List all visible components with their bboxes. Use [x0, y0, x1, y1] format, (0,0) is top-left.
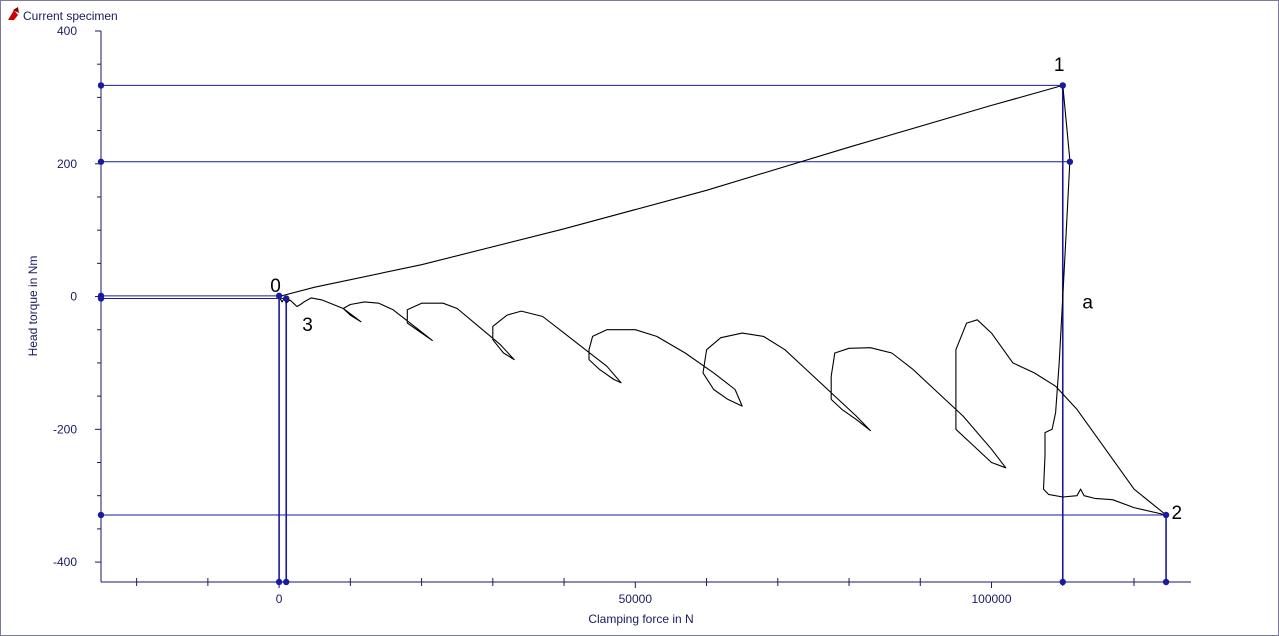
- legend[interactable]: Current specimen: [8, 7, 118, 23]
- marker-point: [283, 578, 290, 586]
- marker-point: [97, 295, 105, 302]
- marker-point: [1059, 578, 1066, 586]
- marker-point: [97, 511, 105, 519]
- annotation-label: 2: [1171, 503, 1182, 524]
- y-tick-label: -200: [53, 422, 77, 436]
- marker-point: [275, 292, 283, 300]
- annotation-group: 0 1 2 3 a: [270, 55, 1182, 524]
- axes: 400 200 0 -200 -400 0 50000 100000: [53, 24, 1191, 606]
- reference-lines: [101, 84, 1167, 582]
- annotation-label: 1: [1054, 55, 1065, 76]
- marker-point: [97, 158, 105, 165]
- x-tick-label: 100000: [971, 592, 1011, 606]
- marker-point: [1066, 158, 1074, 165]
- series-line: [278, 84, 1167, 516]
- y-tick-label: 400: [57, 24, 77, 38]
- marker-point: [1162, 511, 1170, 519]
- y-tick-label: 200: [57, 157, 77, 171]
- x-axis-title: Clamping force in N: [588, 612, 693, 626]
- annotation-label: 0: [270, 276, 281, 297]
- annotation-label: 3: [302, 315, 313, 336]
- annotation-label: a: [1082, 292, 1093, 313]
- data-series: [278, 84, 1167, 516]
- marker-point: [283, 295, 290, 302]
- marker-group: [97, 82, 1170, 586]
- marker-point: [275, 578, 283, 586]
- legend-label: Current specimen: [23, 9, 118, 23]
- red-specimen-icon: [8, 7, 19, 20]
- y-axis-title: Head torque in Nm: [26, 256, 40, 357]
- x-tick-label: 0: [276, 592, 283, 606]
- marker-point: [1162, 578, 1170, 586]
- y-tick-label: -400: [53, 555, 77, 569]
- marker-point: [97, 82, 105, 89]
- marker-point: [1059, 82, 1066, 89]
- x-tick-label: 50000: [619, 592, 653, 606]
- y-tick-label: 0: [70, 290, 77, 304]
